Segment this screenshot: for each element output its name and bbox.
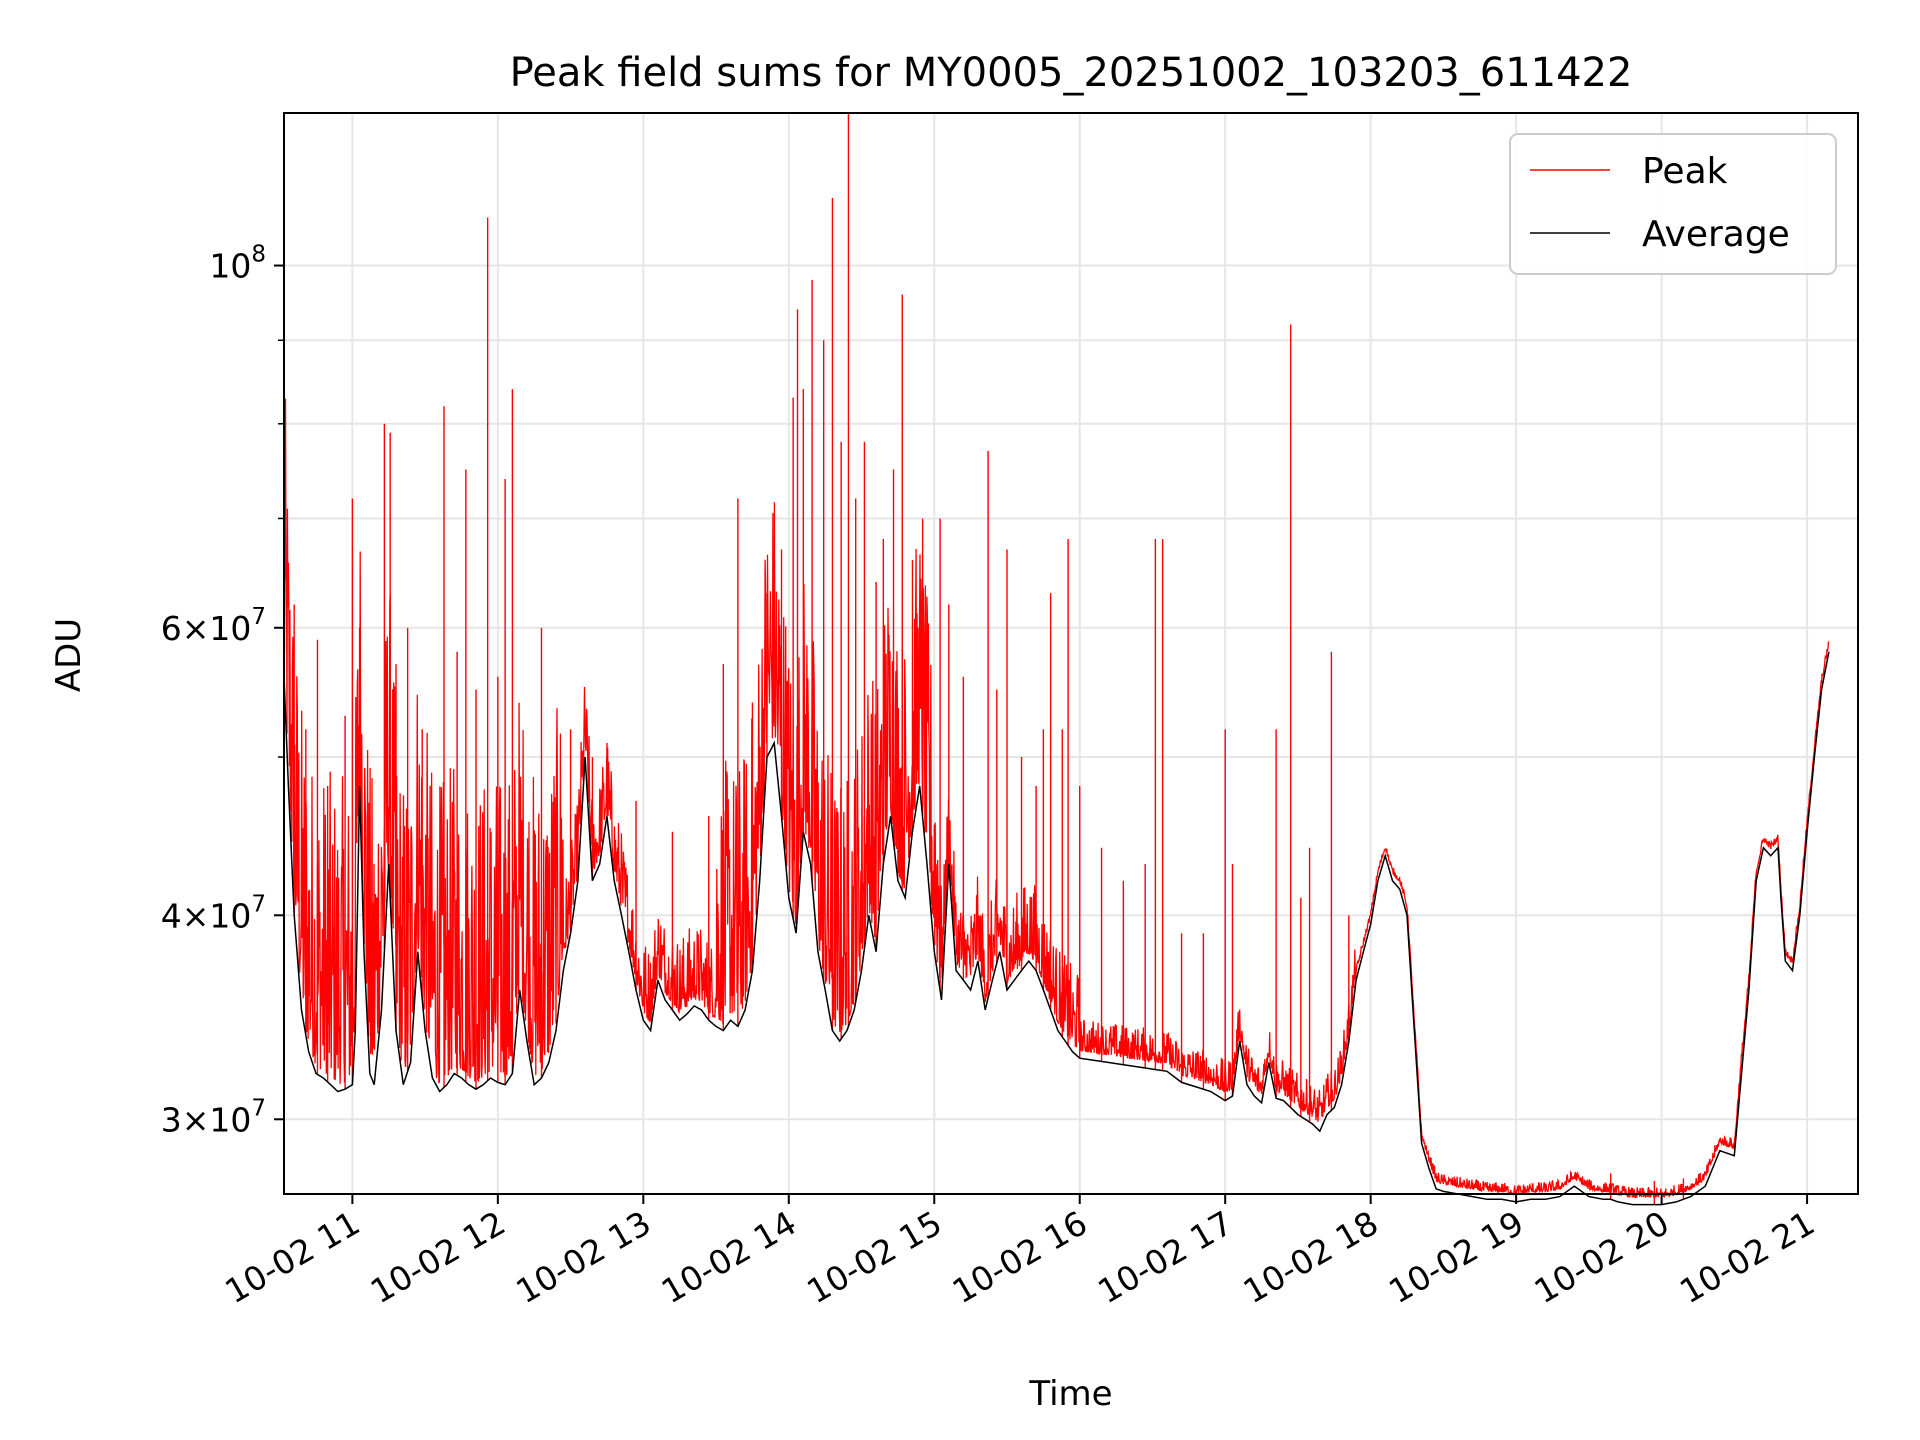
y-tick-exponent: 7 bbox=[251, 1095, 266, 1121]
chart-title: Peak field sums for MY0005_20251002_1032… bbox=[510, 50, 1633, 96]
average-series-line bbox=[283, 651, 1830, 1206]
legend-box bbox=[1509, 133, 1837, 275]
y-tick-label: 108 bbox=[209, 242, 266, 286]
legend: Peak Average bbox=[1509, 133, 1837, 275]
y-tick-exponent: 8 bbox=[251, 242, 266, 268]
series-layer bbox=[283, 113, 1830, 1206]
y-tick-base: 4×10 bbox=[161, 896, 252, 935]
y-axis-label: ADU bbox=[49, 618, 89, 692]
x-axis-label: Time bbox=[1028, 1374, 1112, 1414]
y-tick-exponent: 7 bbox=[251, 891, 266, 917]
y-tick-exponent: 7 bbox=[251, 604, 266, 630]
y-tick-base: 10 bbox=[209, 247, 251, 286]
plot-frame bbox=[283, 112, 1859, 1195]
y-tick-base: 6×10 bbox=[161, 609, 252, 648]
legend-average-label: Average bbox=[1642, 214, 1790, 255]
legend-peak-label: Peak bbox=[1642, 151, 1728, 192]
y-tick-label: 6×107 bbox=[161, 604, 266, 648]
y-tick-base: 3×10 bbox=[161, 1100, 252, 1139]
y-tick-label: 4×107 bbox=[161, 891, 266, 935]
grid bbox=[284, 113, 1858, 1194]
y-tick-label: 3×107 bbox=[161, 1095, 266, 1139]
